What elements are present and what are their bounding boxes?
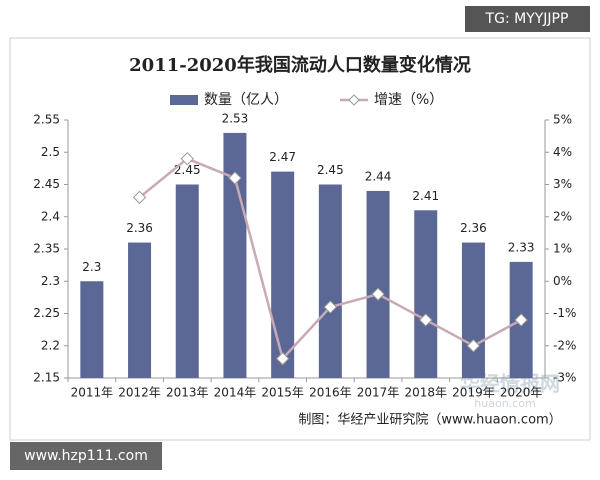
marker (132, 190, 147, 205)
watermark-box (465, 6, 590, 32)
data-label: 2.44 (365, 169, 392, 183)
data-label: 2.45 (174, 163, 201, 177)
marker (514, 313, 528, 327)
y-tick-label: 2.15 (33, 371, 60, 385)
chart-title: 2011-2020年我国流动人口数量变化情况 (129, 54, 471, 76)
x-tick-label: 2012年 (118, 386, 161, 400)
y-tick-label: 2.5 (41, 145, 60, 159)
bar (223, 132, 247, 378)
bar (366, 190, 390, 378)
y2-tick-label: 5% (553, 113, 572, 127)
y2-tick-label: -2% (553, 338, 576, 352)
marker (228, 171, 242, 185)
y-tick-label: 2.35 (33, 242, 60, 256)
legend-label: 增速（%） (374, 92, 443, 108)
marker (371, 287, 385, 301)
y-tick-label: 2.55 (33, 113, 60, 127)
x-tick-label: 2015年 (261, 386, 304, 400)
legend-swatch (348, 94, 360, 106)
x-tick-label: 2017年 (357, 386, 400, 400)
x-tick-label: 2011年 (71, 386, 114, 400)
y2-tick-label: 3% (553, 177, 572, 191)
x-tick-label: 2013年 (166, 386, 209, 400)
bar (175, 184, 199, 378)
data-label: 2.36 (126, 221, 153, 235)
marker (323, 300, 338, 314)
marker (466, 339, 481, 353)
bar (128, 242, 152, 378)
y-tick-label: 2.45 (33, 177, 60, 191)
y2-tick-label: -3% (553, 371, 576, 385)
marker (180, 151, 194, 166)
data-label: 2.47 (269, 150, 296, 164)
y2-tick-label: 4% (553, 145, 572, 159)
legend-swatch (170, 95, 198, 105)
watermark: TG: MYYJJPP (485, 11, 569, 27)
y2-tick-label: -1% (553, 306, 576, 320)
data-label: 2.53 (222, 111, 249, 125)
x-tick-label: 2018年 (404, 386, 447, 400)
data-label: 2.41 (412, 189, 439, 203)
y-tick-label: 2.2 (41, 338, 60, 352)
bar (80, 281, 104, 378)
watermark-box (10, 442, 162, 470)
data-label: 2.45 (317, 163, 344, 177)
x-tick-label: 2016年 (309, 386, 352, 400)
legend-label: 数量（亿人） (204, 92, 288, 108)
y-tick-label: 2.25 (33, 306, 60, 320)
watermark: huaon.com (474, 397, 535, 410)
x-tick-label: 2020年 (500, 386, 543, 400)
data-label: 2.36 (460, 221, 487, 235)
chart-frame (9, 37, 591, 441)
y-tick-label: 2.4 (41, 209, 60, 223)
y2-tick-label: 1% (553, 242, 572, 256)
y-tick-label: 2.3 (41, 274, 60, 288)
data-label: 2.33 (508, 240, 535, 254)
x-tick-label: 2019年 (452, 386, 495, 400)
data-label: 2.3 (82, 260, 101, 274)
bar (461, 242, 485, 378)
marker (419, 313, 433, 327)
bar (414, 210, 438, 378)
watermark: www.hzp111.com (24, 448, 148, 464)
marker (275, 351, 290, 366)
y2-tick-label: 0% (553, 274, 572, 288)
bar (271, 171, 295, 378)
bar (318, 184, 342, 378)
source: 制图：华经产业研究院（www.huaon.com） (298, 413, 561, 428)
y2-tick-label: 2% (553, 209, 572, 223)
x-tick-label: 2014年 (214, 386, 257, 400)
